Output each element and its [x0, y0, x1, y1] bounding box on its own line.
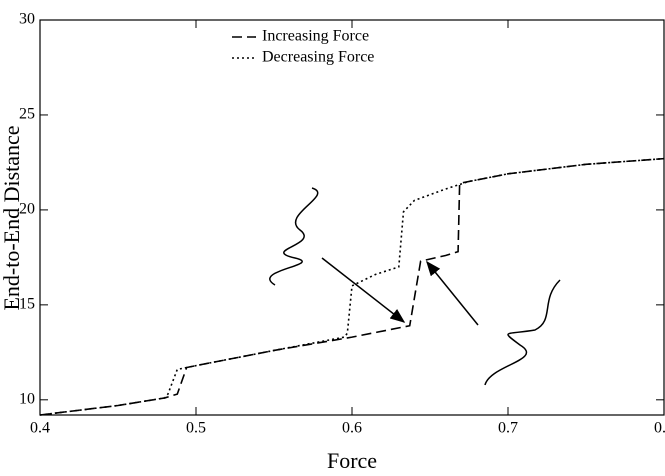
y-tick-label: 30: [19, 11, 35, 28]
y-tick-label: 10: [19, 390, 35, 407]
y-tick-label: 25: [19, 106, 35, 123]
plot-frame: [39, 19, 665, 416]
x-tick-label: 0.5: [186, 420, 206, 437]
coil-sketch: [269, 187, 319, 286]
y-tick-label: 20: [19, 201, 35, 218]
legend-label: Increasing Force: [262, 28, 369, 45]
arrow: [321, 257, 406, 323]
y-tick-label: 15: [19, 296, 35, 313]
y-axis-label: End-to-End Distance: [0, 125, 24, 310]
x-tick-label: 0.7: [498, 420, 518, 437]
x-tick-label: 0.6: [342, 420, 362, 437]
data-line: [39, 157, 665, 416]
x-tick-label: 0.4: [30, 420, 50, 437]
data-line: [39, 157, 665, 416]
x-axis-label: Force: [327, 448, 377, 473]
x-tick-label: 0.8: [654, 420, 665, 437]
legend-label: Decreasing Force: [262, 49, 374, 66]
arrow: [426, 260, 479, 326]
coil-sketch: [484, 279, 561, 386]
